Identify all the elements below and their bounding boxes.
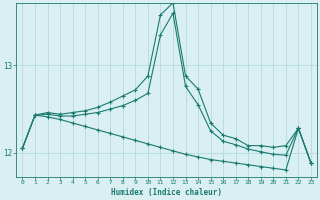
X-axis label: Humidex (Indice chaleur): Humidex (Indice chaleur) [111, 188, 222, 197]
